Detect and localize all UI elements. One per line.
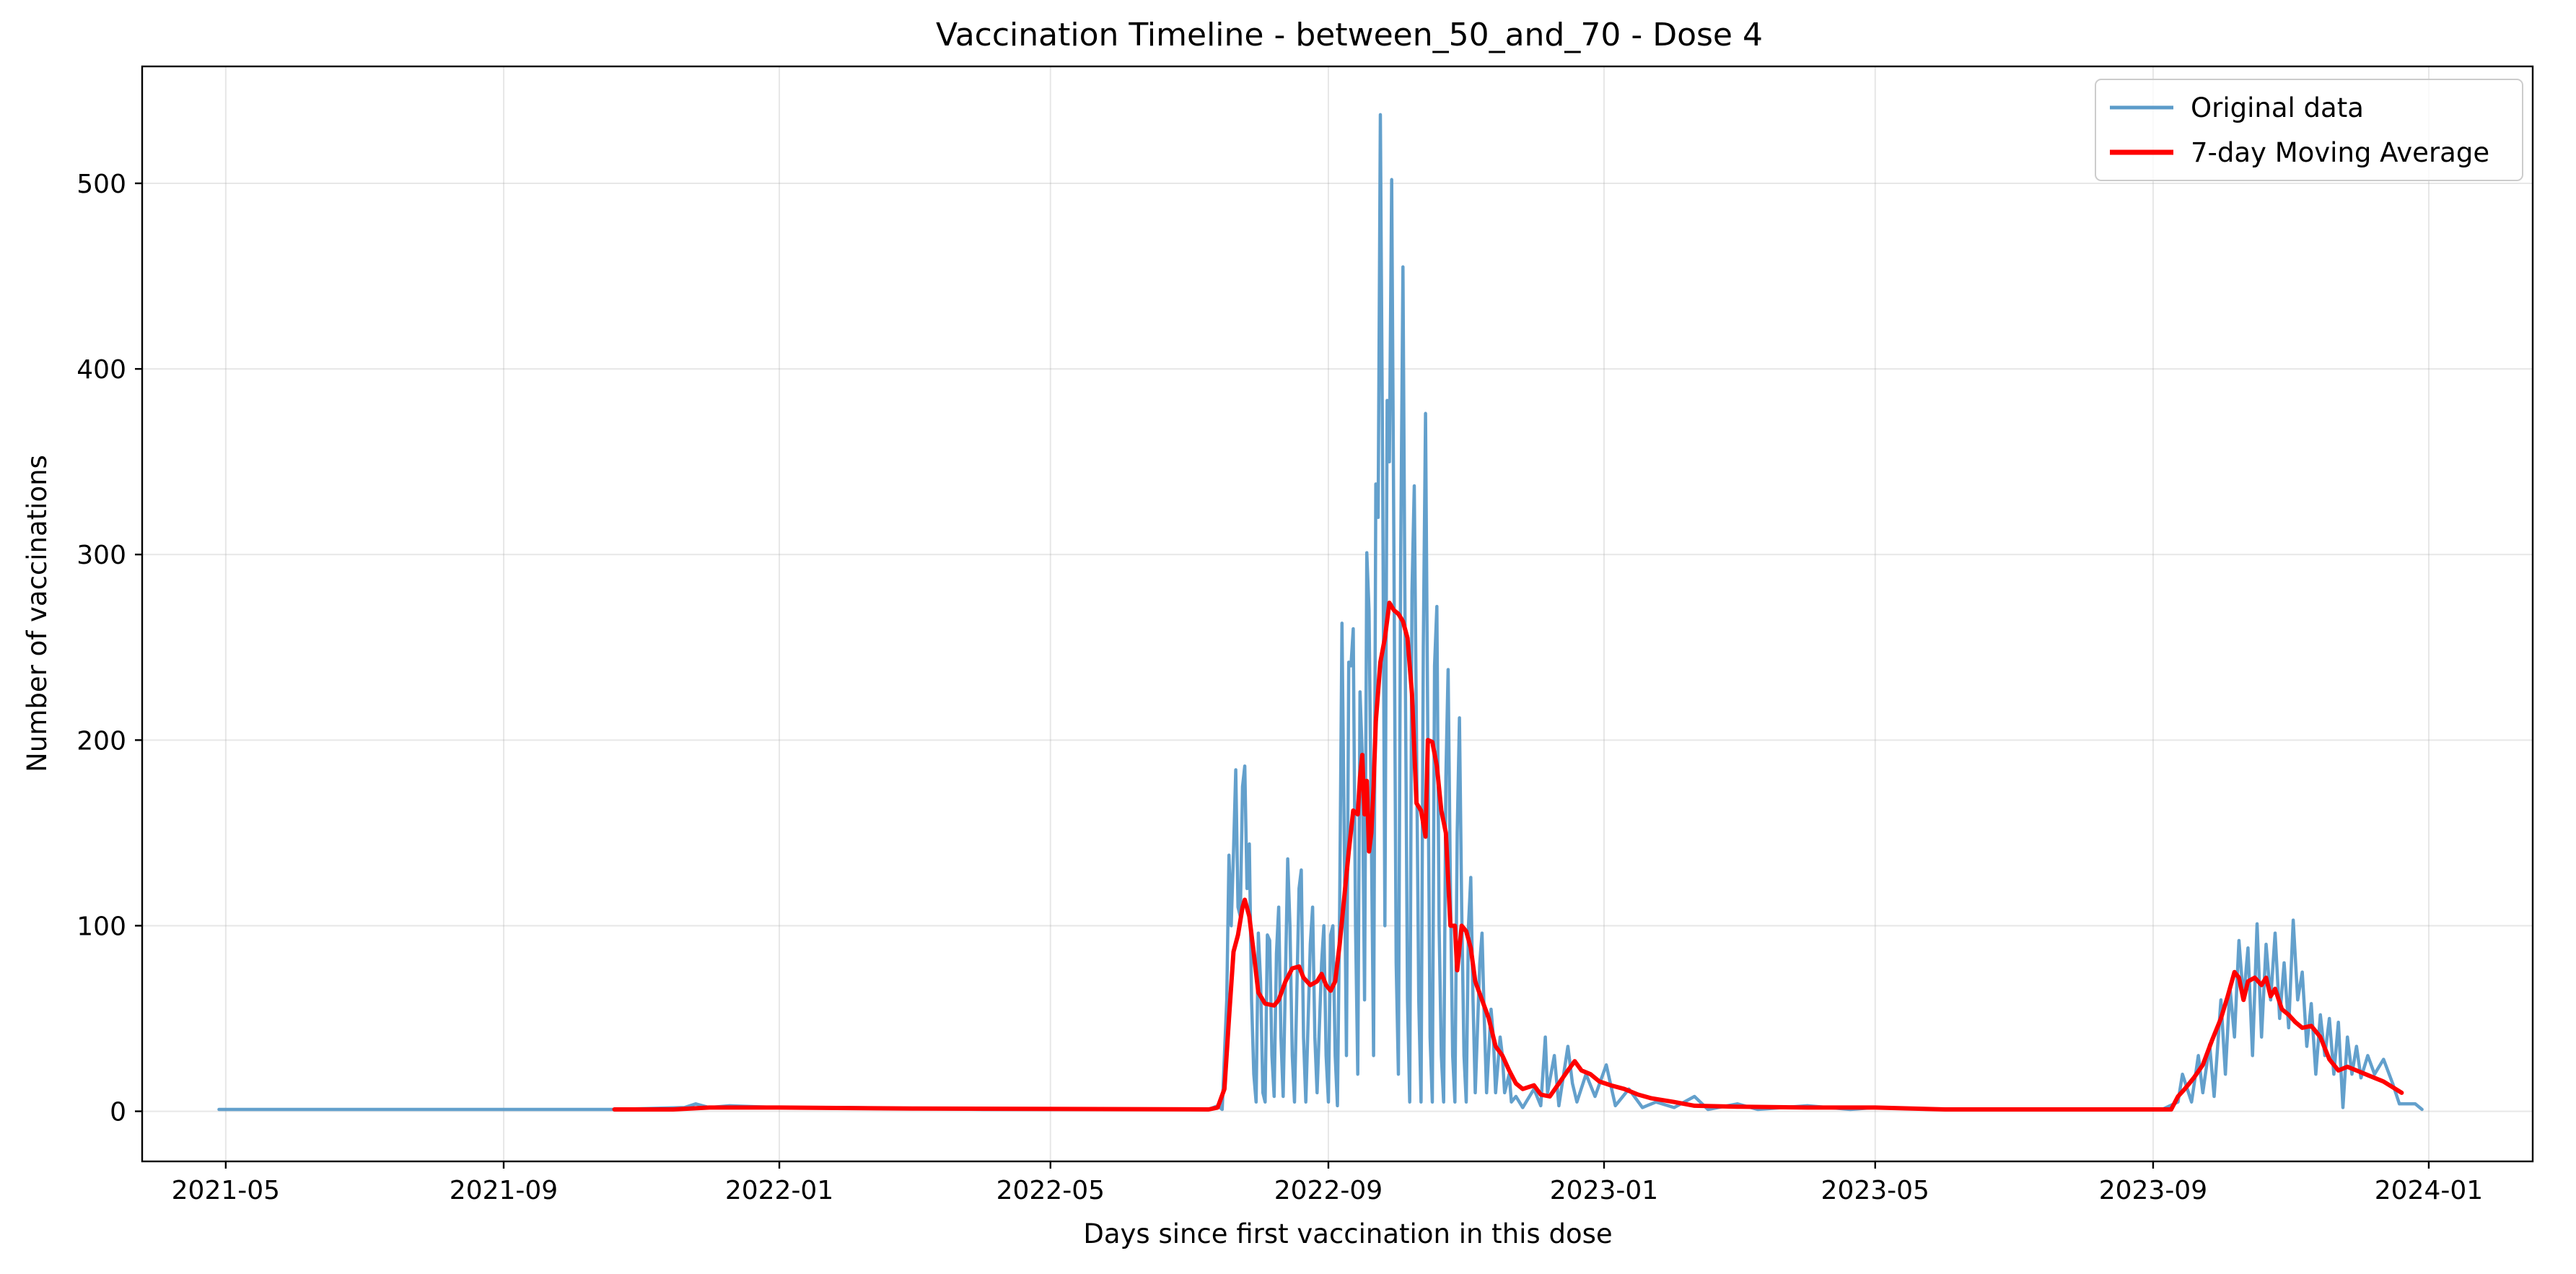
series-line-moving-average [612, 601, 2404, 1112]
chart-title: Vaccination Timeline - between_50_and_70… [936, 17, 1763, 53]
y-tick-label: 400 [76, 355, 126, 385]
plot-frame [141, 65, 2534, 1163]
y-tick-label: 200 [76, 726, 126, 756]
x-tick-label: 2023-01 [1550, 1176, 1658, 1205]
series-line-original-data [217, 113, 2424, 1112]
y-tick-label: 0 [110, 1098, 126, 1127]
y-axis-label: Number of vaccinations [22, 455, 53, 772]
x-axis-ticks: 2021-05 2021-09 2022-01 2022-05 2022-09 2023-… [172, 1161, 2483, 1205]
y-tick-label: 500 [76, 170, 126, 199]
x-tick-label: 2022-01 [725, 1176, 833, 1205]
x-tick-label: 2022-05 [996, 1176, 1105, 1205]
legend-label-moving-average: 7-day Moving Average [2191, 137, 2489, 168]
x-tick-label: 2022-09 [1274, 1176, 1383, 1205]
legend-label-original-data: Original data [2191, 92, 2364, 123]
x-tick-label: 2021-05 [172, 1176, 280, 1205]
x-tick-label: 2023-09 [2099, 1176, 2207, 1205]
y-axis-ticks: 0 100 200 300 400 500 [76, 170, 142, 1127]
x-axis-label: Days since first vaccination in this dos… [1083, 1218, 1612, 1249]
x-tick-label: 2021-09 [450, 1176, 558, 1205]
y-tick-label: 100 [76, 912, 126, 941]
x-tick-label: 2024-01 [2375, 1176, 2483, 1205]
x-tick-label: 2023-05 [1821, 1176, 1929, 1205]
legend: Original data 7-day Moving Average [2095, 79, 2523, 181]
y-tick-label: 300 [76, 541, 126, 570]
plot-series [217, 113, 2424, 1112]
legend-box [2095, 79, 2523, 181]
